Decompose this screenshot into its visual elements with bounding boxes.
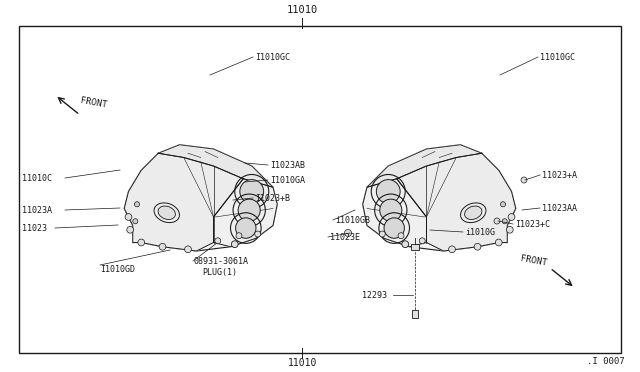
Text: 11010: 11010: [287, 358, 317, 368]
Text: FRONT: FRONT: [80, 96, 108, 110]
Circle shape: [255, 231, 260, 237]
Polygon shape: [363, 145, 516, 251]
Circle shape: [380, 231, 385, 237]
Text: I1010GA: I1010GA: [270, 176, 305, 185]
Text: 08931-3061A: 08931-3061A: [193, 257, 248, 266]
Text: 11023E: 11023E: [330, 232, 360, 241]
Text: 11010: 11010: [286, 5, 317, 15]
Polygon shape: [363, 179, 426, 247]
Text: I1010GC: I1010GC: [255, 52, 290, 61]
Text: FRONT: FRONT: [520, 254, 548, 268]
Circle shape: [494, 218, 500, 224]
Text: 12293: 12293: [362, 291, 387, 299]
Text: 11023A: 11023A: [22, 205, 52, 215]
Circle shape: [238, 199, 260, 221]
Circle shape: [449, 246, 456, 253]
Text: i1010G: i1010G: [465, 228, 495, 237]
Circle shape: [134, 202, 140, 207]
Ellipse shape: [465, 206, 482, 219]
Circle shape: [380, 199, 402, 221]
Circle shape: [236, 218, 256, 238]
Text: I1010GD: I1010GD: [100, 266, 135, 275]
Text: 11010GC: 11010GC: [540, 52, 575, 61]
Polygon shape: [124, 145, 277, 251]
Ellipse shape: [158, 206, 175, 219]
Polygon shape: [158, 145, 273, 187]
Circle shape: [500, 202, 506, 207]
Circle shape: [402, 241, 409, 248]
Text: .I 0007: .I 0007: [588, 357, 625, 366]
Polygon shape: [367, 145, 482, 187]
Bar: [411, 244, 419, 250]
Text: i1010GB: i1010GB: [335, 215, 370, 224]
Text: 11010C: 11010C: [22, 173, 52, 183]
Circle shape: [398, 233, 404, 239]
Circle shape: [240, 180, 264, 203]
Circle shape: [236, 233, 242, 239]
Text: 11023AA: 11023AA: [542, 203, 577, 212]
Circle shape: [215, 238, 221, 244]
Text: I1023+C: I1023+C: [515, 219, 550, 228]
Circle shape: [184, 246, 191, 253]
Circle shape: [138, 239, 145, 246]
Bar: [412, 310, 418, 318]
Polygon shape: [214, 179, 277, 247]
Text: I1023AB: I1023AB: [270, 160, 305, 170]
Polygon shape: [124, 153, 243, 251]
Circle shape: [502, 219, 508, 224]
Circle shape: [159, 243, 166, 250]
Circle shape: [127, 226, 134, 233]
Polygon shape: [397, 153, 516, 251]
Circle shape: [132, 219, 138, 224]
Circle shape: [376, 180, 400, 203]
Circle shape: [419, 238, 425, 244]
Text: 11023+A: 11023+A: [542, 170, 577, 180]
Circle shape: [508, 214, 515, 220]
Circle shape: [344, 230, 351, 237]
Circle shape: [521, 177, 527, 183]
Text: I1023+B: I1023+B: [255, 193, 290, 202]
Circle shape: [231, 241, 238, 248]
Text: 11023: 11023: [22, 224, 47, 232]
Circle shape: [474, 243, 481, 250]
Circle shape: [125, 214, 132, 220]
Text: PLUG(1): PLUG(1): [202, 269, 237, 278]
Circle shape: [495, 239, 502, 246]
Bar: [19, 26, 621, 353]
Circle shape: [384, 218, 404, 238]
Circle shape: [506, 226, 513, 233]
